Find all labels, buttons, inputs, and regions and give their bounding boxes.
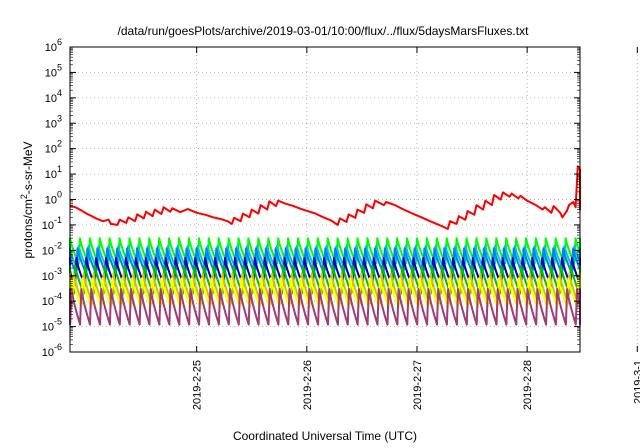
y-tick-label: 103	[45, 113, 62, 130]
y-tick-label: 10-4	[42, 291, 62, 308]
x-tick-label: 2019-2-27	[412, 360, 424, 410]
series-line	[69, 277, 581, 308]
y-tick-label: 101	[45, 164, 62, 181]
series-line	[69, 272, 581, 305]
x-tick-label: 2019-2-28	[522, 360, 534, 410]
y-axis-label: protons/cm2-s-sr-MeV	[19, 141, 35, 258]
series-line	[69, 288, 581, 326]
x-tick-label: 2019-3-1	[632, 360, 640, 404]
series-group	[69, 165, 581, 326]
y-axis: 10-6 10-5 10-4 10-3 10-2 10-1 100 101 102 103 104 1…	[42, 37, 580, 359]
x-tick-label: 2019-2-25	[192, 360, 204, 410]
y-tick-label: 10-6	[42, 342, 62, 359]
y-tick-label: 104	[45, 88, 62, 105]
chart-title: /data/run/goesPlots/archive/2019-03-01/1…	[118, 24, 530, 38]
y-tick-label: 105	[45, 62, 62, 79]
y-tick-label: 102	[45, 139, 62, 156]
y-tick-label: 10-5	[42, 317, 62, 334]
y-tick-label: 10-3	[42, 266, 62, 283]
x-axis: 2019-2-25 2019-2-26 2019-2-27 2019-2-28 2019…	[192, 47, 640, 410]
x-axis-label: Coordinated Universal Time (UTC)	[233, 429, 417, 443]
y-tick-label: 106	[45, 37, 62, 54]
series-line	[69, 165, 581, 230]
y-tick-label: 10-2	[42, 240, 62, 257]
x-tick-label: 2019-2-26	[302, 360, 314, 410]
y-tick-label: 10-1	[42, 215, 62, 232]
y-tick-label: 100	[45, 190, 62, 207]
